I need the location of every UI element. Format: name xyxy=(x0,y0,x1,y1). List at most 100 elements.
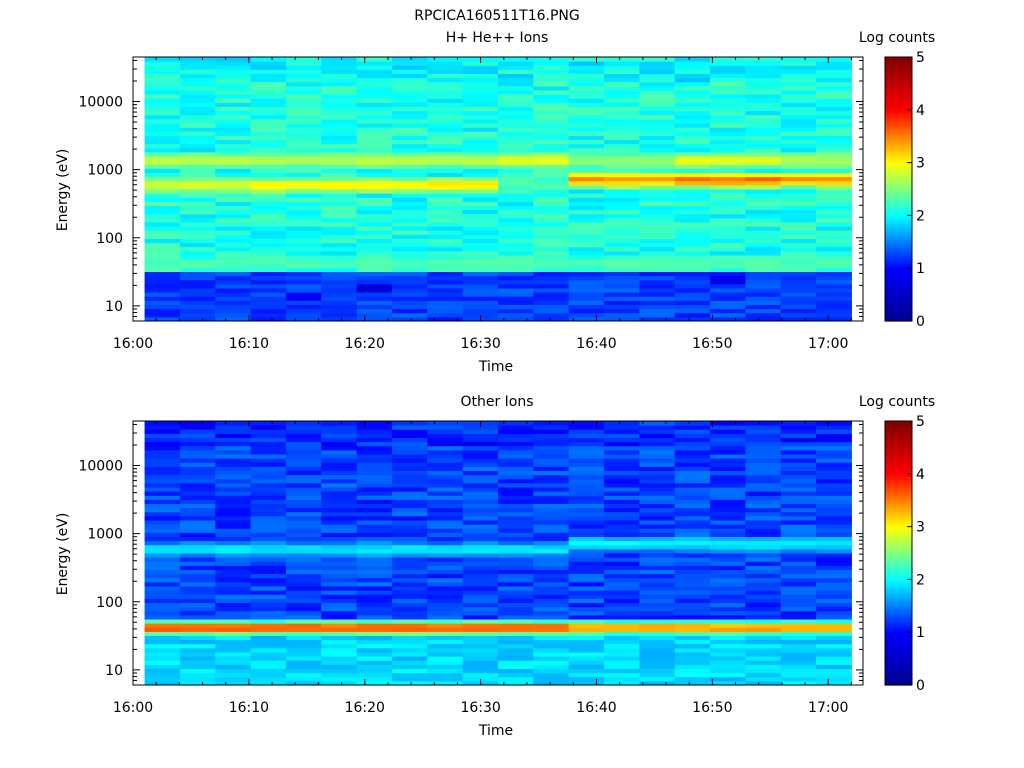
colorbar-swatch xyxy=(885,62,912,66)
heatmap-cell xyxy=(462,213,499,219)
heatmap-cell xyxy=(639,520,676,525)
heatmap-cell xyxy=(391,246,428,252)
heatmap-cell xyxy=(285,308,322,314)
heatmap-cell xyxy=(427,478,464,484)
heatmap-cell xyxy=(745,209,782,215)
heatmap-cell xyxy=(250,652,287,657)
heatmap-cell xyxy=(745,250,782,256)
heatmap-cell xyxy=(391,474,428,480)
heatmap-cell xyxy=(144,425,181,430)
heatmap-cell xyxy=(250,131,287,136)
heatmap-cell xyxy=(427,234,464,240)
colorbar-frame xyxy=(884,56,913,322)
heatmap-cell xyxy=(391,127,428,132)
heatmap-cell xyxy=(250,127,287,132)
heatmap-cell xyxy=(568,503,605,509)
colorbar-swatch xyxy=(885,310,912,314)
colorbar-swatch xyxy=(885,563,912,567)
heatmap-cell xyxy=(745,61,782,66)
heatmap-cell xyxy=(780,520,817,525)
heatmap-cell xyxy=(498,647,534,653)
heatmap-cell xyxy=(674,73,711,79)
heatmap-cell xyxy=(179,441,216,447)
heatmap-cell xyxy=(215,94,252,99)
heatmap-cell xyxy=(462,156,499,161)
heatmap-cell xyxy=(533,118,570,124)
heatmap-cell xyxy=(462,614,499,620)
heatmap-cell xyxy=(674,184,711,190)
heatmap-cell xyxy=(285,189,322,194)
heatmap-cell xyxy=(674,672,711,678)
heatmap-cell xyxy=(710,147,746,153)
heatmap-cell xyxy=(179,528,216,533)
heatmap-cell xyxy=(356,499,393,505)
heatmap-cell xyxy=(639,495,676,500)
colorbar-swatch xyxy=(885,270,912,275)
colorbar-swatch xyxy=(885,597,912,602)
heatmap-cell xyxy=(498,102,534,107)
heatmap-cell xyxy=(816,259,852,264)
heatmap-cell xyxy=(391,524,428,529)
heatmap-cell xyxy=(427,139,464,145)
heatmap-cell xyxy=(710,429,746,434)
heatmap-cell xyxy=(533,176,570,182)
heatmap-cell xyxy=(674,676,711,682)
heatmap-cell xyxy=(710,425,746,430)
heatmap-cell xyxy=(533,503,570,509)
heatmap-cell xyxy=(427,160,464,165)
heatmap-cell xyxy=(215,201,252,207)
heatmap-cell xyxy=(568,458,605,463)
heatmap-cell xyxy=(710,292,746,297)
heatmap-cell xyxy=(250,511,287,517)
heatmap-cell xyxy=(674,643,711,649)
heatmap-cell xyxy=(179,573,216,579)
heatmap-cell xyxy=(710,528,746,533)
heatmap-cell xyxy=(179,672,216,678)
colorbar-swatch xyxy=(885,608,912,612)
heatmap-cell xyxy=(179,226,216,231)
heatmap-cell xyxy=(321,205,358,211)
colorbar-swatch xyxy=(885,80,912,84)
heatmap-cell xyxy=(745,482,782,488)
heatmap-cell xyxy=(498,470,534,476)
heatmap-cell xyxy=(356,90,393,95)
heatmap-cell xyxy=(533,561,570,566)
heatmap-cell xyxy=(604,230,640,235)
heatmap-cell xyxy=(533,573,570,579)
heatmap-cell xyxy=(674,230,711,235)
heatmap-cell xyxy=(144,598,181,604)
colorbar-swatch xyxy=(885,526,912,530)
x-tick-label: 16:10 xyxy=(229,336,269,352)
heatmap-cell xyxy=(568,304,605,310)
heatmap-cell xyxy=(533,90,570,95)
heatmap-cell xyxy=(462,627,499,632)
heatmap-cell xyxy=(674,98,711,103)
heatmap-cell xyxy=(391,614,428,620)
heatmap-cell xyxy=(498,147,534,153)
heatmap-cell xyxy=(498,110,534,116)
heatmap-cell xyxy=(144,57,181,62)
heatmap-cell xyxy=(498,156,534,161)
heatmap-cell xyxy=(816,242,852,248)
heatmap-cell xyxy=(250,499,287,505)
heatmap-cell xyxy=(780,647,817,653)
heatmap-cell xyxy=(427,590,464,595)
colorbar-swatch xyxy=(885,471,912,475)
heatmap-cell xyxy=(427,263,464,268)
heatmap-cell xyxy=(179,421,216,426)
heatmap-cell xyxy=(144,114,181,120)
heatmap-cell xyxy=(356,619,393,624)
heatmap-cell xyxy=(179,639,216,645)
heatmap-cell xyxy=(144,466,181,472)
heatmap-cell xyxy=(533,449,570,455)
heatmap-cell xyxy=(285,557,322,562)
heatmap-cell xyxy=(780,619,817,624)
heatmap-cell xyxy=(285,184,322,190)
colorbar-swatch xyxy=(885,257,912,261)
heatmap-cell xyxy=(215,672,252,678)
heatmap-cell xyxy=(639,458,676,463)
heatmap-cell xyxy=(639,271,676,277)
heatmap-cell xyxy=(568,652,605,657)
heatmap-cell xyxy=(710,250,746,256)
heatmap-cell xyxy=(427,172,464,178)
